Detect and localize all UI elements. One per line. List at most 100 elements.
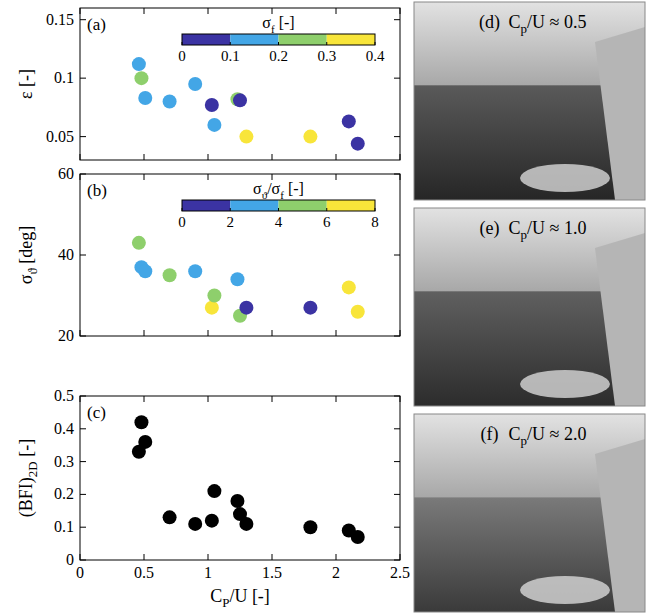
- text-part: 2D: [25, 461, 40, 477]
- point: [239, 130, 253, 144]
- text-part: C: [509, 218, 521, 238]
- y-tick-label: 0.1: [54, 518, 74, 535]
- photo-label: (f): [481, 424, 499, 445]
- photo-label: (d): [479, 12, 500, 33]
- y-tick: [80, 527, 86, 528]
- colorbar-tick: [326, 42, 327, 45]
- x-tick: [400, 554, 401, 560]
- x-tick: [80, 8, 81, 14]
- x-tick: [208, 554, 209, 560]
- y-tick-label: 60: [58, 165, 74, 182]
- colorbar-bin: [279, 34, 327, 45]
- y-tick: [80, 494, 86, 495]
- colorbar-tick: [326, 208, 327, 211]
- point: [132, 57, 146, 71]
- point: [207, 484, 221, 498]
- y-tick: [394, 19, 400, 20]
- x-tick-label: 0: [76, 564, 84, 581]
- x-tick: [208, 330, 209, 336]
- plot-frame: [80, 174, 400, 336]
- marks: [132, 415, 365, 544]
- text-part: /U ≈ 1.0: [527, 218, 586, 238]
- x-tick: [80, 554, 81, 560]
- colorbar-frame: [182, 200, 375, 211]
- y-tick-label: 0.15: [46, 11, 74, 28]
- colorbar-tick-label: 0: [178, 48, 186, 64]
- text-part: [-]: [284, 180, 304, 197]
- photo-frame: [414, 2, 645, 200]
- y-tick: [394, 174, 400, 175]
- plot-frame: [80, 8, 400, 160]
- panel: 00.511.522.500.10.20.30.40.5(BFI)2D [-]C…: [16, 387, 410, 610]
- y-tick: [394, 396, 400, 397]
- text-part: σ: [16, 274, 36, 284]
- y-tick-label: 20: [58, 327, 74, 344]
- y-axis-title: σϑ [deg]: [16, 226, 40, 285]
- y-tick-label: 0: [66, 551, 74, 568]
- y-tick-label: 40: [58, 246, 74, 263]
- plot-frame: [80, 396, 400, 560]
- x-tick: [144, 8, 145, 14]
- colorbar-tick: [375, 42, 376, 45]
- panel-label: (c): [87, 403, 106, 422]
- colorbar-tick-label: 0.2: [269, 48, 288, 64]
- marks: [132, 236, 365, 323]
- colorbar-bin: [327, 200, 375, 211]
- x-tick: [144, 330, 145, 336]
- text-part: C: [509, 424, 521, 444]
- x-tick: [144, 174, 145, 180]
- photo-frame: [414, 208, 645, 406]
- point: [138, 91, 152, 105]
- y-axis-title: ε [-]: [16, 69, 36, 99]
- colorbar-frame: [182, 34, 375, 45]
- x-tick: [336, 330, 337, 336]
- point: [233, 93, 247, 107]
- x-tick: [336, 396, 337, 402]
- colorbar-bin: [230, 200, 278, 211]
- x-tick: [400, 8, 401, 14]
- point: [163, 268, 177, 282]
- point: [132, 236, 146, 250]
- point: [342, 114, 356, 128]
- point: [303, 301, 317, 315]
- point: [239, 301, 253, 315]
- x-tick: [80, 174, 81, 180]
- y-axis-title: (BFI)2D [-]: [16, 439, 40, 517]
- point: [138, 435, 152, 449]
- colorbar-tick: [278, 42, 279, 45]
- colorbar-tick-label: 0.4: [366, 48, 385, 64]
- y-tick-label: 0.1: [54, 69, 74, 86]
- y-tick: [394, 461, 400, 462]
- photo-caption: Cp/U ≈ 1.0: [509, 218, 587, 242]
- y-tick-label: 0.3: [54, 453, 74, 470]
- x-tick-label: 1.5: [262, 564, 282, 581]
- text-part: /U ≈ 2.0: [527, 424, 586, 444]
- panel: 204060σϑ [deg](b)02468σϑ/σf [-]: [16, 165, 400, 344]
- x-tick: [144, 396, 145, 402]
- colorbar-bin: [327, 34, 375, 45]
- point: [134, 415, 148, 429]
- x-tick: [208, 396, 209, 402]
- y-tick: [80, 336, 86, 337]
- point: [351, 530, 365, 544]
- colorbar-tick: [278, 208, 279, 211]
- x-tick: [80, 154, 81, 160]
- point: [205, 514, 219, 528]
- x-tick: [336, 154, 337, 160]
- x-tick-label: 1: [204, 564, 212, 581]
- point: [134, 71, 148, 85]
- y-tick: [80, 396, 86, 397]
- point: [138, 264, 152, 278]
- point: [303, 130, 317, 144]
- figure: 0.050.10.15ε [-](a)00.10.20.30.4σf [-]20…: [0, 0, 647, 616]
- photo: (d)Cp/U ≈ 0.5: [414, 2, 645, 200]
- y-tick: [80, 136, 86, 137]
- colorbar-tick: [230, 42, 231, 45]
- y-tick: [394, 428, 400, 429]
- text-part: (BFI): [16, 477, 37, 517]
- x-axis-title: CP/U [-]: [210, 586, 270, 610]
- colorbar-bin: [279, 200, 327, 211]
- point: [163, 95, 177, 109]
- panel-label: (b): [87, 181, 107, 200]
- point: [239, 517, 253, 531]
